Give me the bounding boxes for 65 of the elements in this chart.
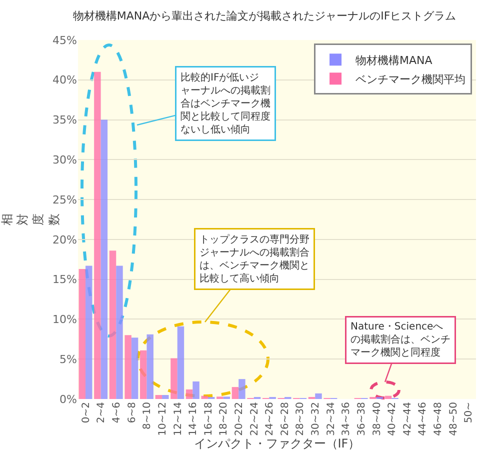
chart-title: 物材機構MANAから輩出された論文が掲載されたジャーナルのIFヒストグラム	[72, 9, 456, 22]
y-tick-label: 15%	[52, 273, 77, 286]
bar	[78, 268, 86, 399]
x-tick-label: 40~42	[387, 402, 398, 436]
bar	[177, 326, 184, 399]
legend-label: ベンチマーク機関平均	[356, 72, 466, 86]
x-tick-label: 18~20	[218, 402, 230, 436]
annotation: トップクラスの専門分野ジャーナルへの掲載割合は、ベンチマーク機関と比較して高い傾向	[200, 234, 310, 284]
y-tick-label: 45%	[52, 34, 77, 47]
bar	[315, 393, 322, 399]
x-tick-label: 0~2	[80, 402, 92, 424]
bar	[201, 396, 208, 399]
x-tick-label: 20~22	[234, 402, 245, 436]
x-tick-label: 42~44	[402, 402, 414, 436]
bar	[232, 387, 239, 399]
x-tick-label: 22~24	[249, 402, 260, 436]
bar	[124, 335, 132, 399]
x-tick-label: 12~14	[172, 402, 184, 436]
bar	[186, 389, 193, 399]
x-tick-label: 24~26	[264, 402, 276, 436]
x-tick-label: 32~34	[326, 402, 337, 436]
x-tick-label: 4~6	[112, 402, 123, 424]
y-tick-label: 40%	[52, 74, 77, 87]
x-tick-label: 46~48	[432, 402, 444, 436]
annotation: 比較的IFが低いジャーナルへの掲載割合はベンチマーク機関と比較して同程度ないし低い傾向	[180, 72, 270, 136]
bar	[86, 266, 92, 399]
y-tick-label: 35%	[52, 114, 77, 127]
x-tick-label: 50~	[464, 402, 475, 424]
y-tick-label: 25%	[52, 193, 77, 206]
x-tick-label: 36~38	[356, 402, 368, 436]
bar	[384, 396, 392, 399]
bar	[155, 395, 162, 399]
y-tick-label: 0%	[60, 392, 77, 406]
bar	[109, 250, 116, 399]
x-tick-label: 30~32	[310, 402, 322, 436]
bar	[116, 266, 123, 399]
x-tick-label: 28~30	[295, 402, 306, 436]
y-tick-label: 30%	[52, 154, 77, 167]
x-tick-label: 2~4	[96, 402, 108, 424]
x-tick-label: 8~10	[142, 402, 154, 430]
x-tick-label: 26~28	[280, 402, 291, 436]
bar	[170, 358, 178, 399]
x-tick-label: 48~50	[448, 402, 460, 436]
bar	[192, 381, 200, 399]
y-tick-label: 5%	[60, 352, 77, 366]
x-tick-label: 38~40	[372, 402, 383, 436]
bar	[94, 72, 101, 399]
x-tick-label: 14~16	[188, 402, 200, 436]
legend-label: 物材機構MANA	[356, 54, 433, 67]
y-tick-label: 10%	[52, 313, 77, 326]
x-tick-label: 10~12	[157, 402, 168, 436]
y-axis-title: 相対度数	[0, 214, 61, 226]
bar	[131, 338, 138, 399]
bar	[146, 334, 154, 399]
x-axis-title: インパクト・ファクター（IF）	[194, 436, 360, 451]
bar	[100, 120, 108, 399]
bar	[238, 379, 246, 399]
x-tick-label: 6~8	[126, 402, 138, 424]
bar	[140, 350, 147, 399]
x-tick-label: 16~18	[203, 402, 214, 436]
y-tick-label: 20%	[52, 233, 77, 246]
x-tick-label: 34~36	[341, 402, 352, 436]
annotation: Nature・Scienceへの掲載割合は、ベンチマーク機関と同程度	[350, 322, 450, 358]
bar	[162, 395, 169, 399]
x-tick-label: 44~46	[418, 402, 429, 436]
